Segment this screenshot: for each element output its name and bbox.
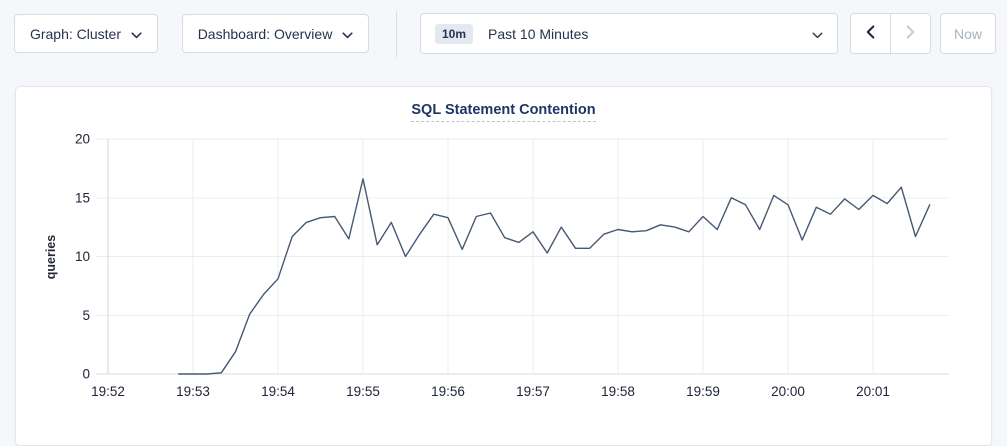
time-range-pager <box>850 13 931 54</box>
graph-dropdown[interactable]: Graph: Cluster <box>14 14 158 53</box>
chevron-down-icon <box>131 26 142 42</box>
y-tick-label: 0 <box>82 367 90 382</box>
chevron-left-icon <box>866 25 875 42</box>
x-tick-label: 19:57 <box>516 384 550 399</box>
chevron-right-icon <box>906 25 915 42</box>
chart-line <box>178 178 931 375</box>
time-range-label: Past 10 Minutes <box>488 25 589 42</box>
line-chart: 0 5 10 15 20 19:52 19:53 19:54 19:55 19:56 19:57 19… <box>44 132 949 399</box>
y-axis-label: queries <box>44 235 58 280</box>
pager-divider <box>890 14 891 53</box>
toolbar: Graph: Cluster Dashboard: Overview 10m P… <box>0 0 1007 86</box>
x-tick-label: 19:55 <box>346 384 380 399</box>
now-button[interactable]: Now <box>940 13 996 54</box>
dashboard-dropdown[interactable]: Dashboard: Overview <box>182 14 369 53</box>
next-time-range-button[interactable] <box>891 14 930 53</box>
x-tick-label: 19:56 <box>431 384 465 399</box>
dashboard-dropdown-label: Dashboard: Overview <box>197 25 333 42</box>
x-tick-label: 19:58 <box>601 384 635 399</box>
y-tick-label: 10 <box>75 249 90 264</box>
x-tick-label: 20:00 <box>771 384 805 399</box>
chart-title-wrap: SQL Statement Contention <box>16 101 991 122</box>
chart-title[interactable]: SQL Statement Contention <box>411 102 596 122</box>
x-tick-label: 19:59 <box>686 384 720 399</box>
x-tick-label: 19:53 <box>176 384 210 399</box>
chevron-down-icon <box>812 26 823 42</box>
x-tick-label: 19:52 <box>91 384 125 399</box>
y-tick-label: 20 <box>75 132 90 147</box>
graph-dropdown-label: Graph: Cluster <box>29 25 122 42</box>
prev-time-range-button[interactable] <box>851 14 890 53</box>
toolbar-divider <box>396 11 397 57</box>
chevron-down-icon <box>342 26 353 42</box>
x-tick-label: 19:54 <box>261 384 295 399</box>
time-range-badge: 10m <box>435 23 474 44</box>
y-tick-label: 5 <box>82 308 90 323</box>
y-tick-label: 15 <box>75 190 90 205</box>
time-range-dropdown[interactable]: 10m Past 10 Minutes <box>420 13 838 54</box>
x-tick-label: 20:01 <box>856 384 890 399</box>
chart-card: 0 5 10 15 20 19:52 19:53 19:54 19:55 19:56 19:57 19… <box>15 86 992 446</box>
